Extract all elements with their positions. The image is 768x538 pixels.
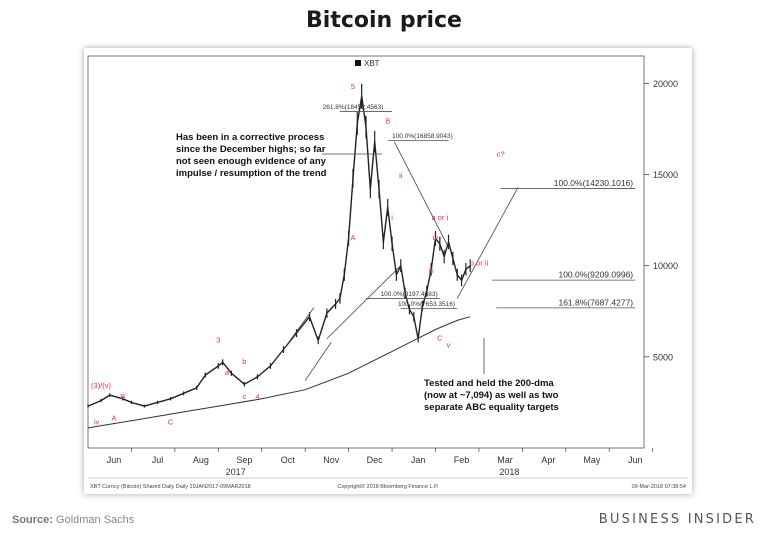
x-tick-label: Dec	[367, 455, 384, 465]
y-tick-label: 5000	[653, 352, 673, 362]
wave-label: 4	[255, 392, 259, 401]
wave-label: 3	[216, 335, 220, 344]
x-tick-label: Feb	[454, 455, 470, 465]
legend-swatch	[355, 60, 361, 66]
x-tick-label: Oct	[281, 455, 296, 465]
annotation-200dma: (now at ~7,094) as well as two	[424, 390, 559, 401]
wave-label: A	[112, 414, 117, 423]
x-tick-label: May	[583, 455, 601, 465]
source-label: Source:	[12, 514, 53, 526]
fib-level-label: 100.0%(14230.1016)	[554, 178, 634, 188]
year-label: 2017	[226, 467, 246, 477]
footer-right: 09-Mar-2018 07:38:54	[632, 484, 686, 490]
footer-center: Copyright© 2018 Bloomberg Finance L.P.	[337, 483, 439, 490]
annotation-200dma: separate ABC equality targets	[424, 402, 559, 413]
annotation-corrective: impulse / resumption of the trend	[176, 168, 327, 179]
x-tick-label: Sep	[236, 455, 252, 465]
annotation-200dma: Tested and held the 200-dma	[424, 378, 554, 389]
wave-label: C	[437, 333, 443, 342]
x-tick-label: Apr	[541, 455, 555, 465]
x-tick-label: Jul	[152, 455, 164, 465]
bitcoin-price-chart: 5000 10000 15000 20000 Jun Jul Aug Sep Oct Nov Dec…	[87, 55, 688, 490]
wave-label: iii	[429, 266, 434, 275]
source-text: Goldman Sachs	[56, 514, 135, 526]
wave-label: iv	[94, 417, 100, 426]
trend-line	[283, 307, 315, 350]
wave-label: v	[447, 341, 451, 350]
fib-level-label: 261.8%(18452.4563)	[323, 104, 384, 111]
wave-label: a	[225, 368, 230, 377]
chart-frame: 5000 10000 15000 20000 Jun Jul Aug Sep Oct Nov Dec…	[84, 48, 692, 494]
wave-label: C	[168, 417, 174, 426]
fib-level-label: 100.0%(8197.4883)	[381, 291, 438, 298]
annotation-corrective: since the December highs; so far	[176, 144, 326, 155]
wave-label: c?	[497, 149, 505, 158]
fib-level-label: 100.0%(9209.0996)	[558, 270, 633, 280]
x-tick-label: Jun	[107, 455, 122, 465]
x-tick-label: Aug	[193, 455, 209, 465]
wave-label: B	[385, 116, 390, 125]
fib-level-label: 161.8%(7687.4277)	[558, 297, 633, 307]
wave-label: B	[120, 392, 125, 401]
page-title: Bitcoin price	[306, 8, 462, 33]
y-tick-label: 10000	[653, 261, 678, 271]
wave-label: c	[243, 392, 247, 401]
wave-label: (3)/(v)	[91, 381, 111, 390]
trend-line	[393, 141, 449, 248]
legend-label: XBT	[364, 59, 380, 68]
wave-label: ii	[399, 171, 403, 180]
year-label: 2018	[499, 467, 519, 477]
x-tick-label: Jan	[411, 455, 426, 465]
plot-area	[87, 55, 645, 449]
wave-label: b or ii	[470, 259, 489, 268]
trend-line	[304, 342, 332, 381]
wave-label: iv	[433, 233, 439, 242]
dma-200-line	[87, 316, 471, 429]
wave-label: 5	[351, 82, 355, 91]
y-tick-label: 20000	[653, 79, 678, 89]
trend-line	[326, 265, 402, 339]
y-tick-label: 15000	[653, 170, 678, 180]
price-line	[87, 95, 471, 407]
source-line: Source: Goldman Sachs	[12, 514, 134, 526]
brand-logo: BUSINESS INSIDER	[598, 512, 756, 527]
footer-left: XBT Curncy (Bitcoin) Shared Daily Daily …	[90, 484, 251, 490]
wave-label: i	[391, 213, 393, 222]
annotation-corrective: not seen enough evidence of any	[176, 156, 327, 167]
trend-line	[456, 187, 519, 299]
x-tick-label: Nov	[323, 455, 340, 465]
fib-level-label: 100.0%(16858.9043)	[392, 133, 453, 140]
wave-label: A	[350, 233, 355, 242]
wave-label: b	[242, 357, 246, 366]
fib-level-label: 100.0%(7653.3516)	[398, 301, 455, 308]
wave-label: a or i	[432, 213, 449, 222]
annotation-corrective: Has been in a corrective process	[176, 132, 324, 143]
x-tick-label: Mar	[497, 455, 513, 465]
x-tick-label: Jun	[628, 455, 643, 465]
